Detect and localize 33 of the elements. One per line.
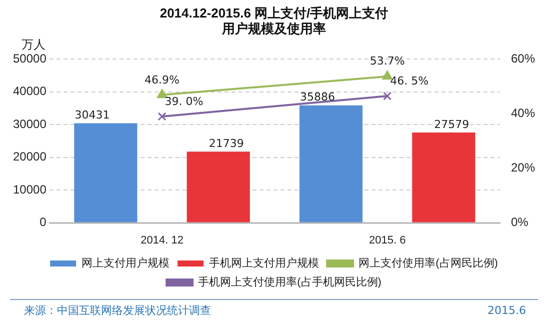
y-tick-label: 50000 — [12, 52, 47, 66]
data-label: 30431 — [74, 108, 110, 122]
text: 用户规模及使用率 — [222, 20, 326, 36]
legend-label: 网上支付使用率(占网民比例) — [358, 256, 498, 270]
bar — [186, 152, 250, 222]
source-note: 来源：中国互联网络发展状况统计调查 — [24, 303, 211, 318]
y-tick-label: 10000 — [12, 182, 47, 196]
data-label: 27579 — [434, 118, 470, 131]
x-tick-label: 2014. 12 — [140, 234, 184, 246]
data-label: 46.9% — [144, 73, 180, 86]
data-label: 53.7% — [370, 54, 405, 68]
y2-tick-label: 0% — [510, 215, 529, 230]
legend-label: 手机网上支付用户规模 — [209, 256, 320, 270]
x-tick-label: 2015. 6 — [368, 234, 406, 246]
y-tick-label: 20000 — [12, 150, 47, 164]
y-tick-label: 40000 — [12, 84, 47, 98]
bar — [299, 105, 363, 222]
legend-label: 网上支付用户规模 — [82, 256, 170, 270]
y-tick-label: 0 — [40, 215, 47, 230]
y-axis-title: 万人 — [21, 37, 46, 52]
bar — [412, 132, 476, 222]
data-label: 39. 0% — [164, 94, 204, 108]
data-label: 21739 — [208, 137, 244, 150]
y2-tick-label: 60% — [510, 52, 536, 66]
data-label: 35886 — [300, 90, 335, 104]
bar — [74, 123, 138, 222]
y2-tick-label: 20% — [510, 160, 536, 175]
y-tick-label: 30000 — [12, 116, 47, 131]
text: 2014.12-2015.6 网上支付/手机网上支付 — [160, 5, 388, 20]
legend-label: 手机网上支付使用率(占手机网民比例) — [198, 276, 382, 289]
data-label: 46. 5% — [390, 74, 429, 88]
text: 2015.6 — [488, 304, 526, 317]
y2-tick-label: 40% — [510, 106, 536, 120]
